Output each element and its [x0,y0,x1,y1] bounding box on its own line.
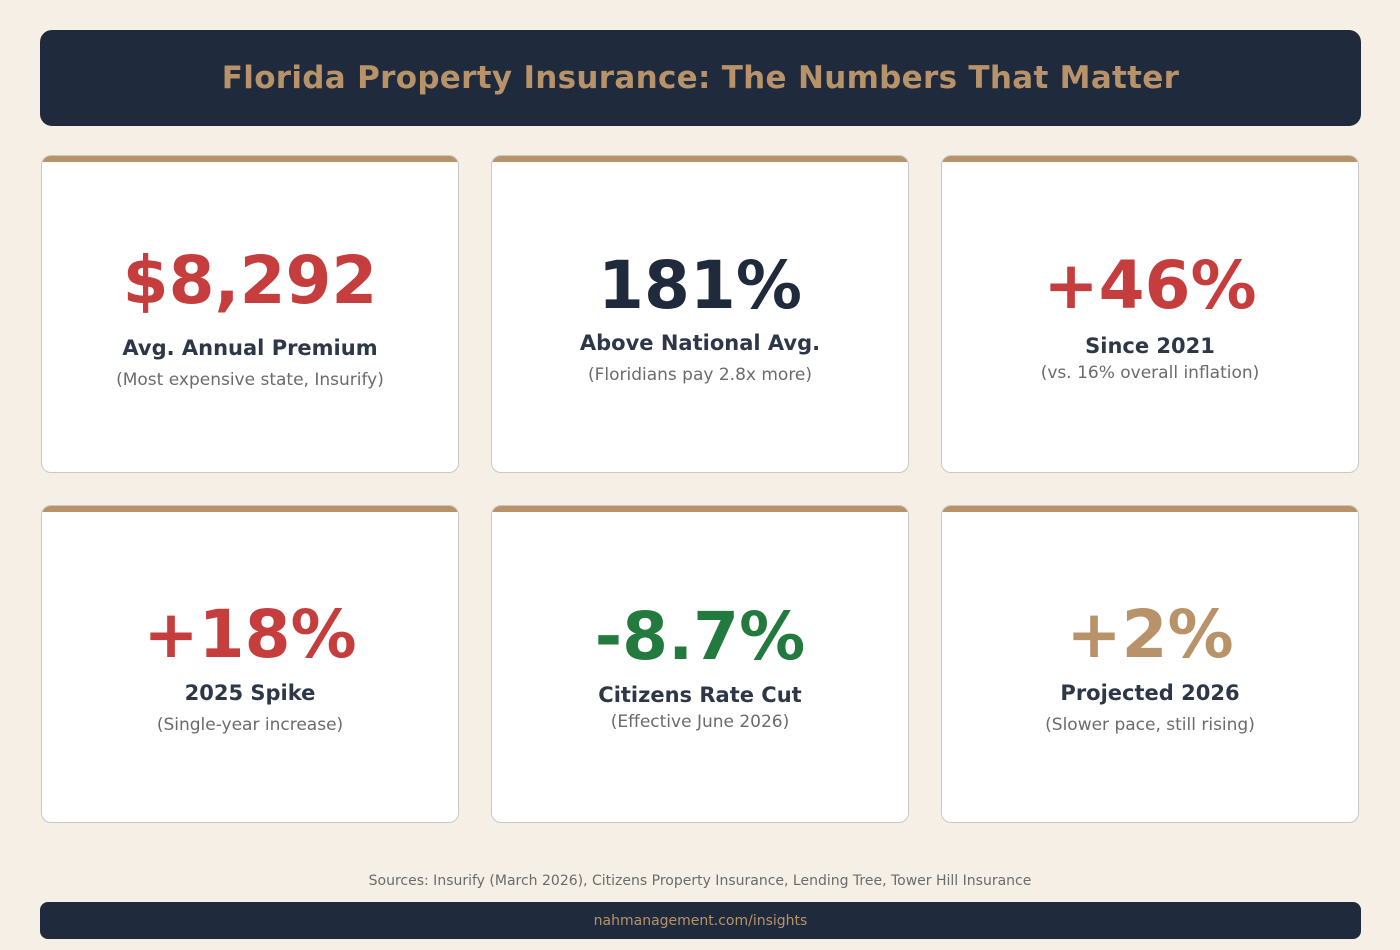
sources-note: Sources: Insurify (March 2026), Citizens… [368,873,1032,889]
stat-sublabel: (Floridians pay 2.8x more) [587,365,813,385]
stat-sublabel: (Effective June 2026) [610,712,790,732]
card-accent-bar [42,506,458,512]
stat-label: Avg. Annual Premium [122,336,378,360]
stat-value: +2% [1066,596,1234,673]
stat-sublabel: (Most expensive state, Insurify) [116,370,384,390]
stat-card-above-national: 181% Above National Avg. (Floridians pay… [491,155,909,473]
stat-label: Above National Avg. [579,331,821,355]
stat-sublabel: (Single-year increase) [156,715,344,735]
card-accent-bar [492,506,908,512]
card-accent-bar [492,156,908,162]
stat-value: -8.7% [594,598,806,675]
stat-card-2025-spike: +18% 2025 Spike (Single-year increase) [41,505,459,823]
stat-label: Since 2021 [1085,334,1215,358]
stat-value: +46% [1043,247,1257,324]
stat-label: Citizens Rate Cut [598,683,802,707]
footer-bar: nahmanagement.com/insights [40,902,1361,939]
page-title: Florida Property Insurance: The Numbers … [221,60,1180,96]
stat-card-avg-premium: $8,292 Avg. Annual Premium (Most expensi… [41,155,459,473]
card-accent-bar [942,156,1358,162]
stat-sublabel: (Slower pace, still rising) [1045,715,1255,735]
stat-card-since-2021: +46% Since 2021 (vs. 16% overall inflati… [941,155,1359,473]
stat-card-projected-2026: +2% Projected 2026 (Slower pace, still r… [941,505,1359,823]
stat-label: 2025 Spike [184,681,316,705]
stat-card-citizens-rate-cut: -8.7% Citizens Rate Cut (Effective June … [491,505,909,823]
card-accent-bar [42,156,458,162]
stat-value: $8,292 [122,242,378,319]
footer-link[interactable]: nahmanagement.com/insights [593,912,808,929]
stat-sublabel: (vs. 16% overall inflation) [1040,363,1260,383]
page-header: Florida Property Insurance: The Numbers … [40,30,1361,126]
stat-value: +18% [143,596,357,673]
stat-label: Projected 2026 [1060,681,1240,705]
stat-value: 181% [598,247,802,324]
card-accent-bar [942,506,1358,512]
